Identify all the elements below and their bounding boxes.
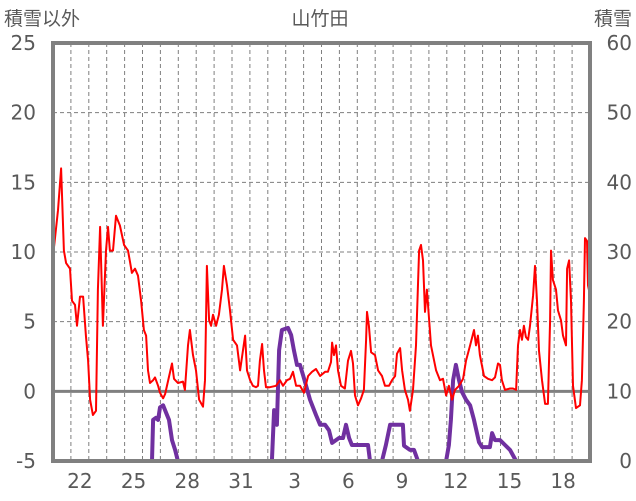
left-y-tick-label: -5 (16, 449, 36, 473)
x-tick-label: 6 (342, 469, 355, 493)
plot-frame (51, 41, 592, 463)
right-y-tick-label: 20 (607, 310, 632, 334)
right-y-tick-label: 60 (607, 31, 632, 55)
x-tick-label: 18 (550, 469, 575, 493)
x-tick-label: 31 (228, 469, 253, 493)
x-tick-label: 22 (67, 469, 92, 493)
right-axis-title: 積雪 (594, 8, 632, 30)
left-y-tick-label: 20 (11, 101, 36, 125)
right-y-tick-label: 50 (607, 101, 632, 125)
left-y-tick-label: 5 (23, 310, 36, 334)
x-tick-label: 25 (121, 469, 146, 493)
right-y-tick-label: 10 (607, 379, 632, 403)
x-tick-label: 15 (497, 469, 522, 493)
x-tick-label: 12 (443, 469, 468, 493)
right-y-tick-label: 0 (619, 449, 632, 473)
right-y-tick-label: 30 (607, 240, 632, 264)
non-snow-line (53, 167, 591, 416)
right-y-tick-labels: 0 10 20 30 40 50 60 (607, 31, 632, 473)
x-tick-label: 9 (396, 469, 409, 493)
left-y-tick-label: 0 (23, 379, 36, 403)
plot-border (51, 41, 592, 463)
chart-title: 山竹田 (291, 8, 348, 30)
x-tick-labels: 22 25 28 31 3 6 9 12 15 18 (67, 469, 576, 493)
right-y-tick-label: 40 (607, 170, 632, 194)
snow-depth-line (53, 325, 590, 463)
left-y-tick-label: 25 (11, 31, 36, 55)
left-y-tick-label: 15 (11, 170, 36, 194)
left-axis-title: 積雪以外 (4, 8, 80, 30)
series-group (53, 167, 591, 463)
x-tick-label: 28 (175, 469, 200, 493)
left-y-tick-labels: -5 0 5 10 15 20 25 (11, 31, 36, 473)
x-tick-label: 3 (288, 469, 301, 493)
grid (53, 43, 590, 461)
left-y-tick-label: 10 (11, 240, 36, 264)
